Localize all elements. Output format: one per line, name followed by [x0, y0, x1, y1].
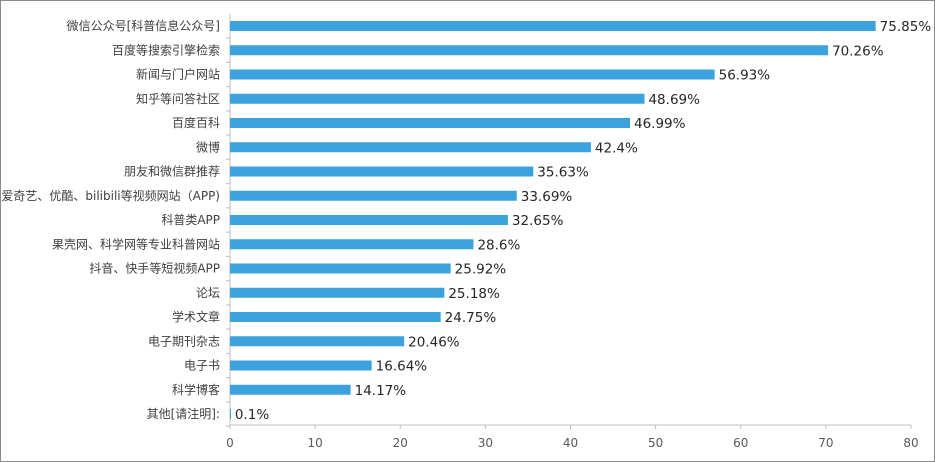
bar	[230, 166, 534, 177]
category-label: 新闻与门户网站	[136, 67, 220, 82]
category-label: 其他[请注明]:	[147, 406, 220, 421]
bar	[230, 215, 508, 225]
x-tick-label: 40	[563, 436, 578, 450]
category-label: 科学博客	[172, 382, 220, 397]
category-label: 果壳网、科学网等专业科普网站	[52, 236, 220, 251]
data-label: 24.75%	[445, 310, 497, 326]
bar	[230, 190, 517, 201]
bar	[230, 287, 445, 298]
bar	[230, 263, 451, 274]
x-tick-label: 30	[478, 436, 493, 450]
data-label: 25.18%	[448, 286, 500, 302]
bar	[230, 360, 372, 371]
bar	[230, 312, 441, 322]
category-label: 学术文章	[172, 309, 220, 324]
x-tick-label: 80	[903, 436, 918, 450]
x-tick-label: 70	[818, 436, 833, 450]
data-label: 16.64%	[376, 359, 428, 375]
category-label: 微博	[196, 139, 220, 154]
x-tick-label: 10	[307, 436, 322, 450]
data-label: 20.46%	[408, 334, 460, 350]
bar	[230, 93, 645, 104]
data-label: 46.99%	[634, 116, 686, 132]
data-label: 70.26%	[832, 43, 884, 59]
data-label: 48.69%	[648, 92, 700, 108]
bar	[230, 409, 231, 419]
category-label: 百度百科	[172, 115, 220, 130]
bar	[230, 142, 591, 153]
data-label: 56.93%	[719, 68, 771, 84]
x-tick-label: 0	[226, 436, 234, 450]
data-label: 33.69%	[521, 189, 573, 205]
x-tick-label: 50	[648, 436, 663, 450]
data-label: 42.4%	[595, 140, 638, 156]
x-tick-label: 60	[733, 436, 748, 450]
bar	[230, 239, 474, 250]
x-tick-label: 20	[393, 436, 408, 450]
bar	[230, 118, 631, 128]
data-label: 14.17%	[355, 383, 407, 399]
category-label: 电子期刊杂志	[148, 334, 220, 348]
category-label: 论坛	[196, 286, 220, 300]
category-label: 科普类APP	[161, 213, 220, 227]
bar	[230, 45, 829, 56]
bar	[230, 21, 876, 31]
data-label: 75.85%	[880, 19, 932, 35]
bar	[230, 69, 715, 80]
category-label: 朋友和微信群推荐	[124, 165, 220, 179]
category-label: 知乎等问答社区	[136, 91, 220, 106]
category-label: 百度等搜索引擎检索	[112, 42, 220, 57]
data-label: 0.1%	[235, 407, 269, 423]
category-label: 电子书	[184, 359, 220, 373]
data-label: 28.6%	[477, 237, 520, 253]
category-label: 爱奇艺、优酷、bilibili等视频网站（APP)	[1, 188, 220, 203]
bar	[230, 336, 405, 347]
data-label: 35.63%	[537, 165, 589, 181]
category-label: 微信公众号[科普信息公众号]	[67, 18, 220, 33]
data-label: 25.92%	[455, 262, 507, 278]
data-label: 32.65%	[512, 213, 564, 229]
category-label: 抖音、快手等短视频APP	[89, 261, 220, 276]
bar	[230, 384, 351, 395]
